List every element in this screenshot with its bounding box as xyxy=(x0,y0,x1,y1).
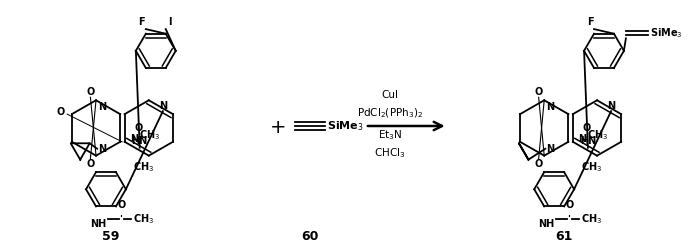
Text: O: O xyxy=(118,200,126,210)
Text: +: + xyxy=(270,118,287,138)
Text: PdCl$_2$(PPh$_3$)$_2$: PdCl$_2$(PPh$_3$)$_2$ xyxy=(356,106,423,120)
Text: O: O xyxy=(135,123,143,133)
Text: O: O xyxy=(86,158,94,168)
Text: N: N xyxy=(546,144,554,154)
Text: HN: HN xyxy=(579,136,596,146)
Text: 59: 59 xyxy=(102,230,120,243)
Text: N: N xyxy=(129,134,138,144)
Text: O: O xyxy=(566,200,575,210)
Text: HN: HN xyxy=(131,136,147,146)
Text: CH$_3$: CH$_3$ xyxy=(586,128,608,142)
Text: N: N xyxy=(578,134,586,144)
Text: O: O xyxy=(56,107,64,117)
Text: N: N xyxy=(546,102,554,112)
Text: O: O xyxy=(535,87,542,97)
Text: N: N xyxy=(159,101,167,111)
Text: 60: 60 xyxy=(301,230,319,243)
Text: O: O xyxy=(583,123,591,133)
Text: SiMe$_3$: SiMe$_3$ xyxy=(650,26,682,40)
Text: CH$_3$: CH$_3$ xyxy=(134,160,154,174)
Text: CH$_3$: CH$_3$ xyxy=(138,128,160,142)
Text: N: N xyxy=(98,144,106,154)
Text: CH$_3$: CH$_3$ xyxy=(581,212,603,226)
Text: NH: NH xyxy=(538,219,554,229)
Text: N: N xyxy=(607,101,615,111)
Text: I: I xyxy=(168,17,171,27)
Text: CHCl$_3$: CHCl$_3$ xyxy=(374,146,405,160)
Text: 61: 61 xyxy=(556,230,573,243)
Text: O: O xyxy=(86,87,94,97)
Text: CH$_3$: CH$_3$ xyxy=(582,160,603,174)
Text: CuI: CuI xyxy=(382,90,398,100)
Text: CH$_3$: CH$_3$ xyxy=(133,212,154,226)
Text: N: N xyxy=(98,102,106,112)
Text: SiMe$_3$: SiMe$_3$ xyxy=(327,119,364,133)
Text: F: F xyxy=(586,17,593,27)
Text: NH: NH xyxy=(90,219,106,229)
Text: Et$_3$N: Et$_3$N xyxy=(377,128,402,142)
Text: O: O xyxy=(535,158,542,168)
Text: F: F xyxy=(138,17,145,27)
